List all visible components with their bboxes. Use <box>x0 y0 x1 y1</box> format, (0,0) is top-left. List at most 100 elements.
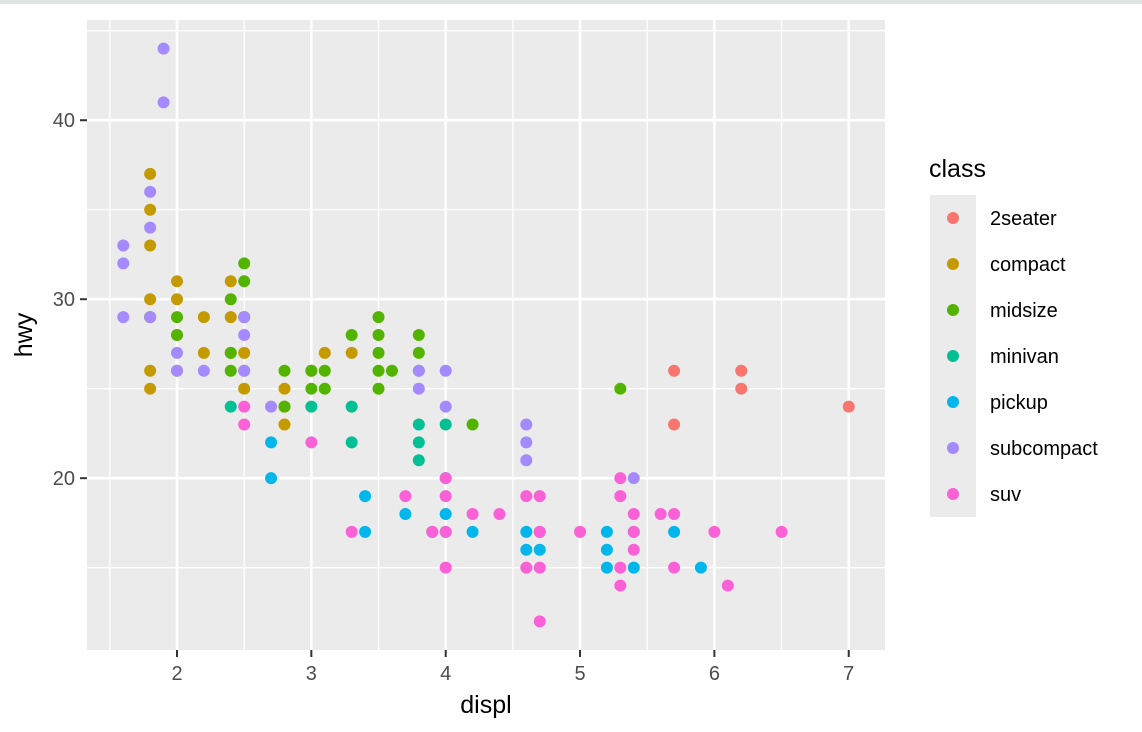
point-midsize <box>238 257 251 270</box>
point-pickup <box>265 436 278 449</box>
point-suv <box>775 525 788 538</box>
point-pickup <box>359 490 372 503</box>
point-midsize <box>278 364 291 377</box>
point-suv <box>533 615 546 628</box>
point-compact <box>144 239 157 252</box>
point-midsize <box>305 382 318 395</box>
x-axis: 2 3 4 5 6 7 <box>171 650 854 685</box>
point-midsize <box>412 329 425 341</box>
point-subcompact <box>157 42 170 55</box>
point-suv <box>721 579 734 592</box>
point-suv <box>614 561 627 574</box>
data-points <box>117 42 855 628</box>
y-axis: 20 30 40 <box>53 110 87 490</box>
point-2seater <box>668 364 681 377</box>
point-midsize <box>305 364 318 377</box>
point-suv <box>533 525 546 538</box>
point-subcompact <box>197 364 210 377</box>
legend-label-suv: suv <box>990 484 1021 506</box>
point-midsize <box>318 382 331 395</box>
point-suv <box>627 507 640 520</box>
point-compact <box>224 311 237 324</box>
point-pickup <box>265 472 278 485</box>
point-midsize <box>238 275 251 288</box>
point-suv <box>466 507 479 520</box>
y-tick-label: 30 <box>53 289 75 311</box>
window-top-border <box>0 0 1142 4</box>
point-suv <box>654 507 667 520</box>
grid-minor <box>87 20 885 650</box>
point-suv <box>627 543 640 556</box>
point-compact <box>144 364 157 377</box>
legend-title: class <box>929 155 986 183</box>
x-tick-label: 7 <box>843 663 854 685</box>
legend-key-compact <box>947 258 959 270</box>
grid-major <box>87 20 885 650</box>
point-midsize <box>372 382 385 395</box>
point-suv <box>574 525 587 538</box>
legend: class 2seater compact midsize minivan pickup… <box>929 155 1098 517</box>
point-minivan <box>224 400 237 413</box>
point-compact <box>197 346 210 359</box>
point-suv <box>668 561 681 574</box>
legend-key-subcompact <box>947 442 959 454</box>
point-compact <box>144 293 157 306</box>
legend-label-pickup: pickup <box>990 392 1048 414</box>
point-subcompact <box>144 311 157 324</box>
legend-label-minivan: minivan <box>990 346 1059 368</box>
point-pickup <box>668 525 681 538</box>
point-pickup <box>627 561 640 574</box>
legend-label-2seater: 2seater <box>990 208 1057 230</box>
legend-key-pickup <box>947 396 959 408</box>
point-suv <box>614 472 627 485</box>
point-compact <box>197 311 210 324</box>
point-suv <box>708 525 721 538</box>
point-suv <box>345 525 358 538</box>
point-pickup <box>533 543 546 556</box>
point-subcompact <box>117 257 130 270</box>
legend-label-compact: compact <box>990 254 1066 276</box>
point-compact <box>171 275 184 288</box>
point-subcompact <box>265 400 278 413</box>
x-tick-label: 3 <box>306 663 317 685</box>
point-subcompact <box>520 436 533 449</box>
point-midsize <box>278 400 291 413</box>
point-suv <box>238 400 251 413</box>
point-compact <box>278 418 291 431</box>
point-subcompact <box>439 364 452 377</box>
point-pickup <box>399 507 412 520</box>
point-compact <box>238 382 251 395</box>
point-minivan <box>412 454 425 467</box>
point-suv <box>614 490 627 503</box>
x-axis-title: displ <box>460 691 511 719</box>
point-suv <box>439 472 452 485</box>
point-midsize <box>224 364 237 377</box>
point-suv <box>627 525 640 538</box>
point-pickup <box>439 507 452 520</box>
legend-key-2seater <box>947 212 959 224</box>
legend-key-suv <box>947 488 959 500</box>
point-suv <box>493 507 506 520</box>
point-suv <box>426 525 439 538</box>
point-subcompact <box>238 329 251 341</box>
point-midsize <box>385 364 398 377</box>
point-pickup <box>600 543 613 556</box>
point-compact <box>238 346 251 359</box>
point-midsize <box>372 311 385 324</box>
point-suv <box>668 507 681 520</box>
point-compact <box>318 346 331 359</box>
point-suv <box>305 436 318 449</box>
point-pickup <box>520 525 533 538</box>
point-midsize <box>466 418 479 431</box>
point-2seater <box>842 400 855 413</box>
point-subcompact <box>627 472 640 485</box>
point-2seater <box>735 382 748 395</box>
point-suv <box>439 525 452 538</box>
point-2seater <box>668 418 681 431</box>
point-subcompact <box>117 239 130 252</box>
point-compact <box>144 382 157 395</box>
point-compact <box>144 167 157 180</box>
point-suv <box>533 490 546 503</box>
legend-label-subcompact: subcompact <box>990 438 1098 460</box>
